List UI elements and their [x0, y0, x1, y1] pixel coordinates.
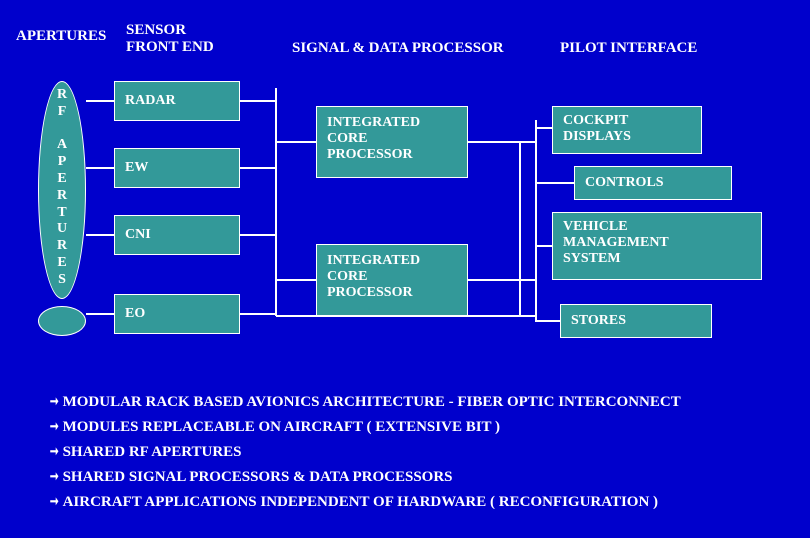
bullet-4: AIRCRAFT APPLICATIONS INDEPENDENT OF HAR… — [48, 492, 681, 511]
box-vms: VEHICLE MANAGEMENT SYSTEM — [552, 212, 762, 280]
box-cni: CNI — [114, 215, 240, 255]
bullet-3: SHARED SIGNAL PROCESSORS & DATA PROCESSO… — [48, 467, 681, 486]
eo-aperture-oval — [38, 306, 86, 336]
box-icp2: INTEGRATED CORE PROCESSOR — [316, 244, 468, 316]
heading-sensor-line1: SENSOR — [126, 22, 186, 38]
diagram-canvas: APERTURES SENSOR FRONT END SIGNAL & DATA… — [0, 0, 810, 538]
bullet-list: MODULAR RACK BASED AVIONICS ARCHITECTURE… — [48, 392, 681, 517]
box-radar: RADAR — [114, 81, 240, 121]
bullet-2: SHARED RF APERTURES — [48, 442, 681, 461]
heading-sensor-line2: FRONT END — [126, 39, 214, 55]
heading-processor: SIGNAL & DATA PROCESSOR — [292, 40, 504, 57]
heading-pilot: PILOT INTERFACE — [560, 40, 697, 57]
heading-sensor: SENSOR FRONT END — [126, 22, 214, 56]
box-stores: STORES — [560, 304, 712, 338]
box-controls: CONTROLS — [574, 166, 732, 200]
box-ew: EW — [114, 148, 240, 188]
box-eo: EO — [114, 294, 240, 334]
bullet-1: MODULES REPLACEABLE ON AIRCRAFT ( EXTENS… — [48, 417, 681, 436]
bullet-0: MODULAR RACK BASED AVIONICS ARCHITECTURE… — [48, 392, 681, 411]
box-cockpit: COCKPIT DISPLAYS — [552, 106, 702, 154]
box-icp1: INTEGRATED CORE PROCESSOR — [316, 106, 468, 178]
heading-apertures: APERTURES — [16, 28, 106, 45]
rf-apertures-label: RF APERTURES — [38, 87, 86, 289]
